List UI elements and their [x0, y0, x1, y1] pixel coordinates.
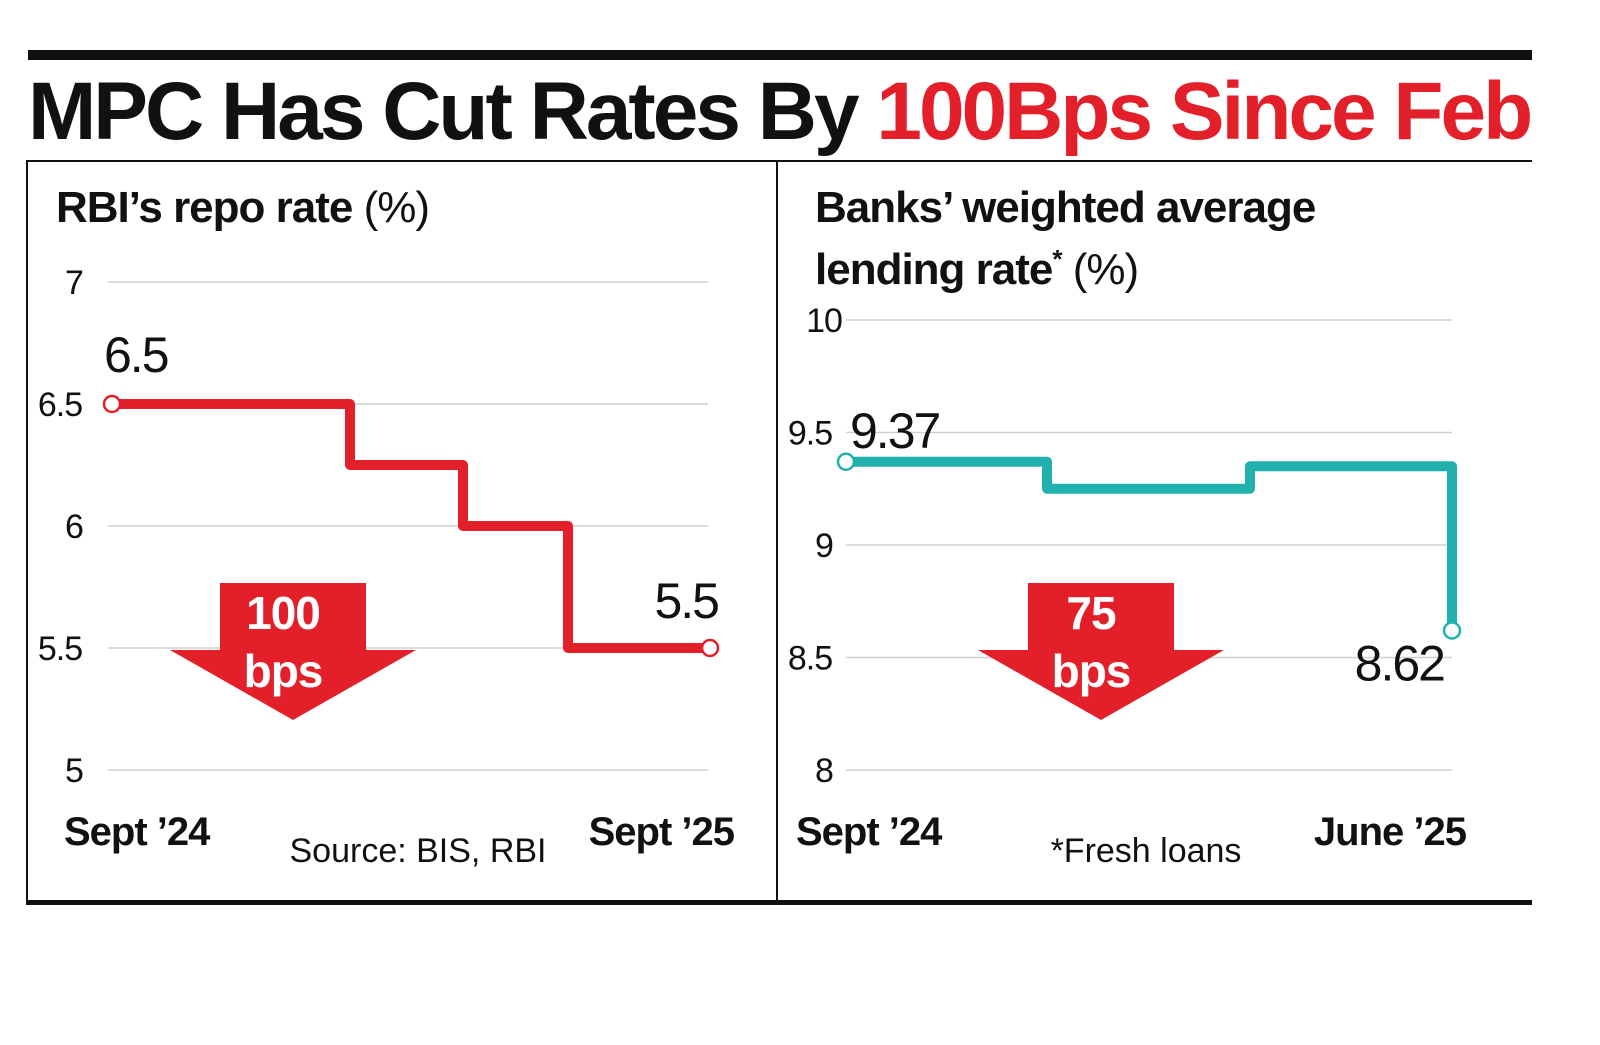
walr-end-point [1442, 621, 1462, 640]
top-rule [28, 50, 1532, 60]
walr-arrow-value: 75 [1066, 587, 1116, 639]
left-panel-frame [26, 162, 778, 900]
chart-panels [26, 160, 1532, 905]
headline-part1: MPC Has Cut Rates By [28, 66, 860, 157]
walr-title-text: lending rate [815, 245, 1052, 294]
walr-x-end-label: June ’25 [1314, 810, 1467, 854]
repo-title-main: RBI’s repo rate [56, 183, 352, 232]
walr-title-mark: * [1052, 244, 1063, 274]
repo-y-tick-label: 7 [65, 264, 83, 302]
repo-y-tick-label: 5 [65, 752, 83, 790]
walr-y-tick-label: 10 [806, 302, 842, 340]
repo-end-point [700, 638, 720, 658]
walr-start-point [836, 452, 856, 471]
repo-y-tick-label: 5.5 [38, 630, 82, 668]
repo-chart-title: RBI’s repo rate (%) [56, 183, 429, 232]
repo-source-note: Source: BIS, RBI [290, 832, 547, 870]
repo-series-line [112, 399, 710, 653]
repo-end-value-label: 5.5 [654, 573, 718, 629]
walr-title-unit: (%) [1062, 245, 1139, 294]
walr-start-value-label: 9.37 [850, 403, 940, 459]
repo-y-tick-label: 6 [65, 508, 83, 546]
headline-part2: 100Bps Since Feb [876, 66, 1533, 157]
repo-down-arrow [170, 583, 416, 720]
repo-y-tick-label: 6.5 [38, 386, 82, 424]
walr-x-start-label: Sept ’24 [796, 810, 943, 854]
repo-title-unit: (%) [352, 183, 429, 232]
repo-arrow-unit: bps [244, 645, 323, 697]
walr-y-tick-label: 9 [815, 527, 833, 565]
walr-title-line1: Banks’ weighted average [815, 183, 1315, 232]
repo-x-start-label: Sept ’24 [64, 810, 211, 854]
headline: MPC Has Cut Rates By 100Bps Since Feb [28, 62, 1533, 162]
walr-footnote: *Fresh loans [1051, 832, 1242, 870]
walr-arrow-unit: bps [1052, 645, 1131, 697]
repo-x-end-label: Sept ’25 [589, 810, 735, 854]
walr-y-tick-label: 8.5 [788, 640, 832, 678]
walr-series-line [846, 456, 1457, 631]
repo-arrow-value: 100 [246, 587, 320, 639]
repo-start-value-label: 6.5 [104, 327, 168, 383]
walr-title-line2: lending rate* (%) [815, 244, 1138, 294]
walr-down-arrow [978, 583, 1224, 720]
walr-y-tick-label: 8 [815, 752, 833, 790]
walr-y-tick-label: 9.5 [788, 415, 832, 453]
repo-start-point [102, 394, 122, 414]
walr-end-value-label: 8.62 [1355, 636, 1445, 692]
